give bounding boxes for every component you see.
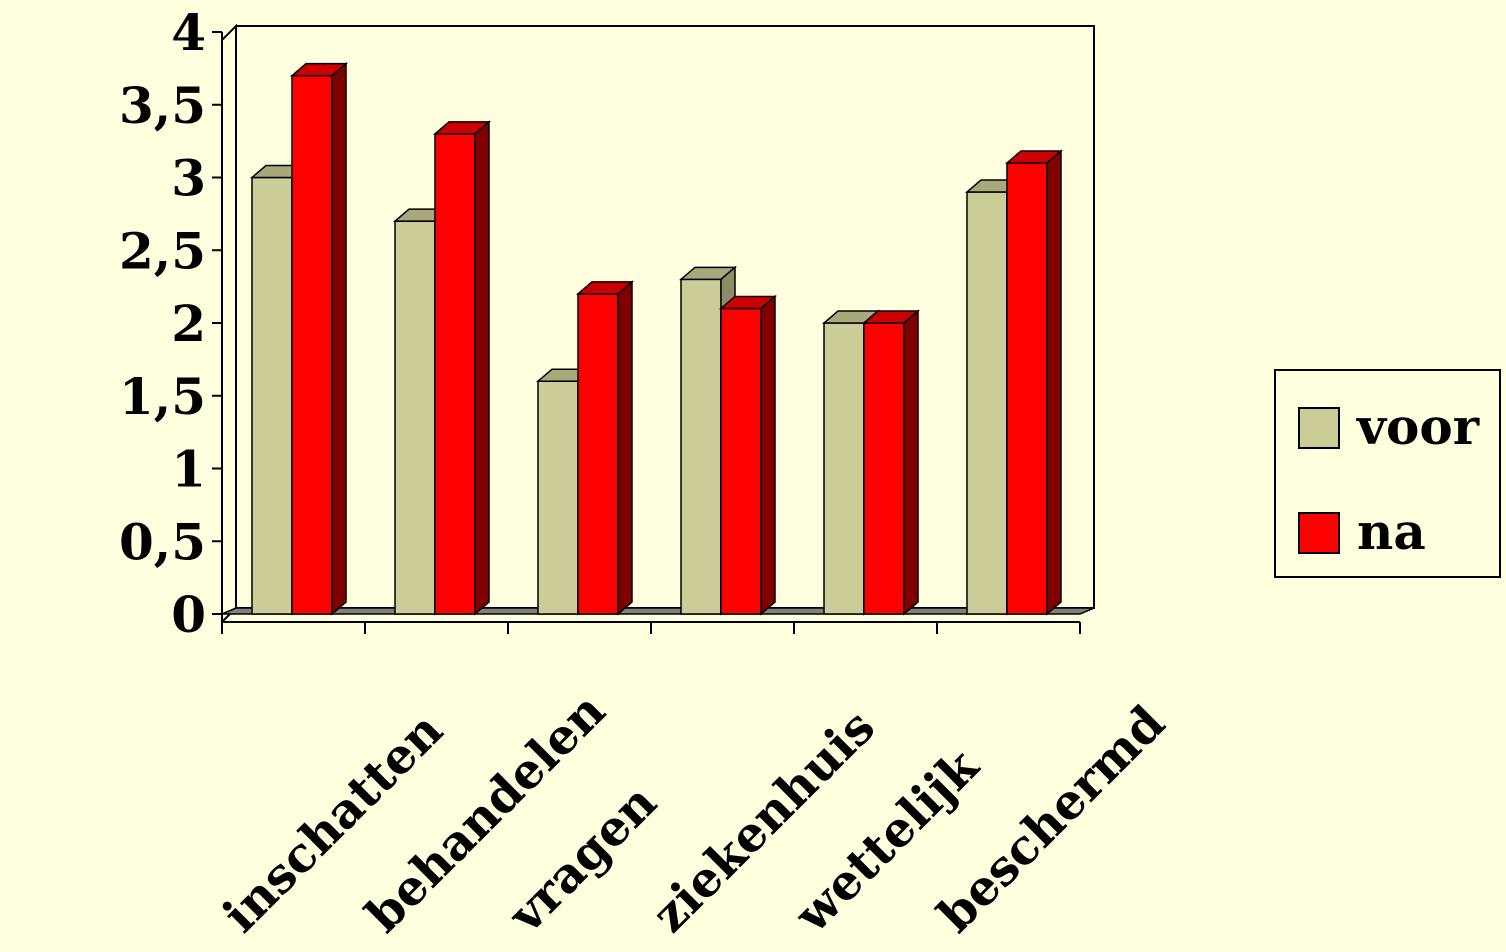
y-tick-label: 2 [171,294,206,353]
bar-na-ziekenhuis [718,294,778,616]
x-axis-ticks: inschattenbehandelenvragenziekenhuiswett… [212,622,1176,944]
bar-side [331,62,347,616]
bar-na-beschermd [1004,149,1064,616]
bar-front [823,322,865,615]
bar-front [394,220,436,615]
bar-front [251,176,293,615]
y-tick-label: 3 [171,149,206,208]
bar-na-vragen [575,280,635,616]
plot-walls [221,23,1095,625]
axes [221,32,1080,623]
bar-front [291,74,333,615]
bar-side [617,280,633,616]
y-tick-label: 0,5 [119,512,206,571]
bar-front [537,380,579,615]
y-tick-label: 0 [171,585,206,644]
bar-front [680,278,722,615]
bar-side [474,120,490,616]
bar-front [720,307,762,615]
plot-floor [221,607,1095,615]
bar-side [760,294,776,616]
bar-na-wettelijk [861,309,921,616]
y-tick-label: 2,5 [119,221,206,280]
bar-na-inschatten [289,62,349,616]
legend-label-na: na [1357,502,1426,561]
legend: voor na [1274,369,1501,578]
y-tick-label: 1 [171,440,206,499]
y-tick-label: 1,5 [119,367,206,426]
legend-swatch-voor [1298,407,1340,449]
bar-side [1046,149,1062,616]
bar-side [903,309,919,616]
bar-front [966,191,1008,615]
y-tick-label: 4 [171,3,206,62]
bars [249,62,1064,616]
bar-front [863,322,905,615]
bar-front [434,133,476,615]
x-tick-label: beschermd [927,695,1176,944]
back-wall [235,25,1095,609]
legend-swatch-na [1298,512,1340,554]
legend-label-voor: voor [1356,397,1480,456]
y-tick-label: 3,5 [119,76,206,135]
floor-plane [221,607,1095,615]
side-wall [221,23,237,625]
y-axis-ticks: 0 0,5 1 1,5 2 2,5 3 3,5 4 [119,3,222,644]
bar-front [1006,162,1048,615]
bar-na-behandelen [432,120,492,616]
bar-front [577,293,619,615]
